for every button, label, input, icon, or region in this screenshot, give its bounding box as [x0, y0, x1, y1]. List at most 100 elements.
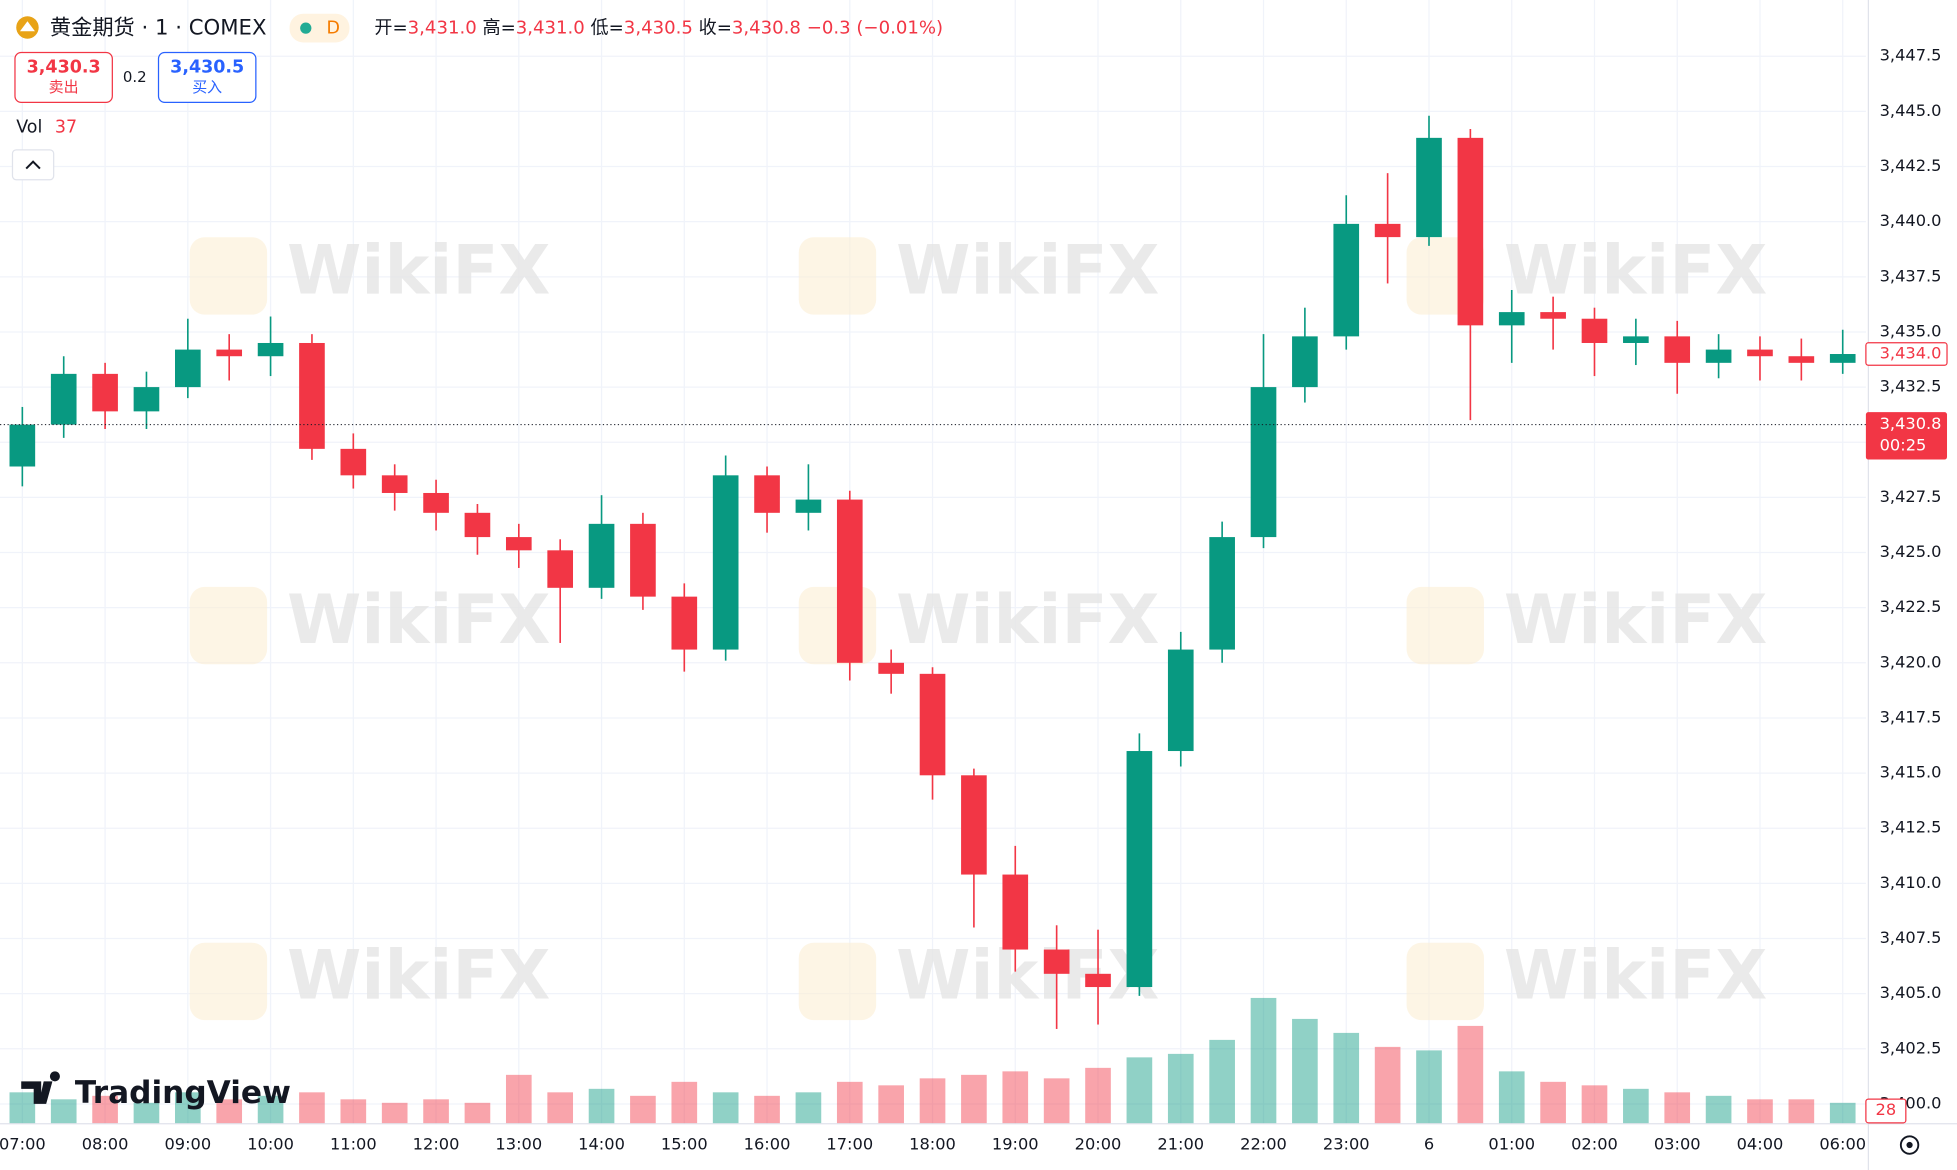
watermark: WikiFX	[287, 580, 550, 659]
volume-bar	[795, 1092, 822, 1124]
candle-body	[1540, 312, 1566, 319]
volume-bar	[1374, 1046, 1401, 1124]
brand-name[interactable]: TradingView	[75, 1075, 291, 1111]
volume-bar	[1167, 1053, 1194, 1124]
last-price-label: 3,430.8	[1880, 414, 1942, 433]
candle-body	[299, 342, 325, 449]
volume-bar	[712, 1092, 739, 1124]
volume-bar	[92, 1095, 118, 1124]
volume-bar	[1333, 1032, 1360, 1124]
candle-body	[1829, 354, 1856, 363]
price-tags: 3,430.8 00:25 3,434.0 28	[0, 342, 1948, 1124]
volume-bar	[671, 1081, 698, 1124]
x-tick-label: 16:00	[744, 1135, 791, 1154]
volume-bar	[1829, 1102, 1856, 1124]
collapse-icon	[25, 160, 41, 170]
status-text: D	[327, 19, 340, 39]
x-tick-label: 21:00	[1157, 1135, 1204, 1154]
candle-body	[9, 424, 36, 467]
candle-body	[1788, 356, 1815, 363]
y-tick-label: 3,445.0	[1880, 101, 1942, 120]
volume-bar	[175, 1092, 201, 1124]
x-tick-label: 02:00	[1571, 1135, 1618, 1154]
settings-icon[interactable]	[1899, 1135, 1920, 1155]
volume-bar	[299, 1092, 325, 1124]
volume-bar	[1747, 1099, 1773, 1124]
candle-body	[1085, 973, 1111, 988]
candle-body	[547, 550, 574, 588]
volume-bar	[1416, 1050, 1442, 1124]
x-tick-label: 6	[1424, 1135, 1434, 1154]
sell-label: 卖出	[49, 78, 79, 96]
volume-legend-label: Vol	[16, 117, 42, 137]
x-tick-label: 17:00	[826, 1135, 873, 1154]
settings-icon-center	[1906, 1141, 1913, 1149]
symbol-title[interactable]: 黄金期货 · 1 · COMEX	[50, 16, 267, 41]
volume-bar	[423, 1099, 449, 1124]
volume-bar	[1664, 1092, 1691, 1124]
spread: 0.2	[123, 68, 147, 86]
volume-bar	[836, 1081, 863, 1124]
volume-bar	[50, 1099, 77, 1124]
y-tick-label: 3,425.0	[1880, 542, 1942, 561]
y-tick-label: 3,427.5	[1880, 487, 1942, 506]
candle-body	[1126, 751, 1153, 988]
candle-body	[1002, 874, 1029, 950]
status-badge[interactable]	[289, 13, 350, 43]
candle-body	[464, 512, 491, 538]
buy-label: 买入	[192, 78, 222, 96]
watermark: WikiFX	[287, 230, 550, 309]
candle-body	[1664, 336, 1691, 363]
candle-body	[1705, 349, 1732, 363]
candle-body	[216, 349, 243, 357]
ohlc-value: 3,430.5	[624, 18, 693, 39]
watermark: WikiFX	[896, 230, 1159, 309]
volume-bar	[381, 1102, 408, 1124]
ohlc-value: 3,430.8	[732, 18, 801, 39]
candle-body	[1292, 336, 1318, 388]
candle-body	[175, 349, 201, 388]
collapse-button[interactable]	[11, 149, 55, 181]
y-tick-label: 3,407.5	[1880, 928, 1942, 947]
watermark: WikiFX	[1504, 936, 1767, 1015]
candle-body	[836, 499, 863, 663]
y-tick-label: 3,440.0	[1880, 211, 1942, 230]
volume-bar	[257, 1095, 284, 1124]
y-tick-label: 3,402.5	[1880, 1038, 1942, 1057]
candle-body	[1416, 137, 1442, 238]
y-tick-label: 3,410.0	[1880, 873, 1942, 892]
candle-body	[961, 775, 987, 875]
countdown: 00:25	[1880, 435, 1927, 454]
candle-body	[754, 475, 780, 513]
candle-body	[630, 523, 656, 597]
volume-bar	[919, 1078, 946, 1124]
volume-bar	[505, 1074, 532, 1124]
y-tick-label: 3,417.5	[1880, 707, 1942, 726]
last-price-tag	[1865, 412, 1948, 460]
x-tick-label: 13:00	[495, 1135, 542, 1154]
y-tick-label: 3,420.0	[1880, 652, 1942, 671]
candle-body	[878, 662, 904, 674]
y-tick-label: 3,447.5	[1880, 46, 1942, 65]
watermark: WikiFX	[896, 580, 1159, 659]
volume-bar	[1043, 1078, 1070, 1124]
volume-bar	[464, 1102, 491, 1124]
volume-bar	[1126, 1057, 1153, 1124]
y-tick-label: 3,437.5	[1880, 266, 1942, 285]
volume-bar	[754, 1095, 780, 1124]
ohlc-value: 3,431.0	[516, 18, 585, 39]
x-tick-label: 12:00	[413, 1135, 460, 1154]
volume-bar	[1085, 1067, 1111, 1124]
x-tick-label: 14:00	[578, 1135, 625, 1154]
candle-body	[1374, 223, 1401, 238]
volume-bar	[1002, 1071, 1029, 1124]
symbol-icon-glyph	[19, 21, 35, 32]
sell-button[interactable]	[14, 51, 113, 104]
ohlc-key: 高=	[482, 18, 515, 39]
volume-bar	[588, 1088, 615, 1124]
marker-price-tag	[1865, 342, 1948, 366]
buy-button[interactable]	[157, 51, 257, 104]
volume-bar	[630, 1095, 656, 1124]
candle-body	[795, 499, 822, 513]
watermark-logo	[798, 237, 877, 315]
